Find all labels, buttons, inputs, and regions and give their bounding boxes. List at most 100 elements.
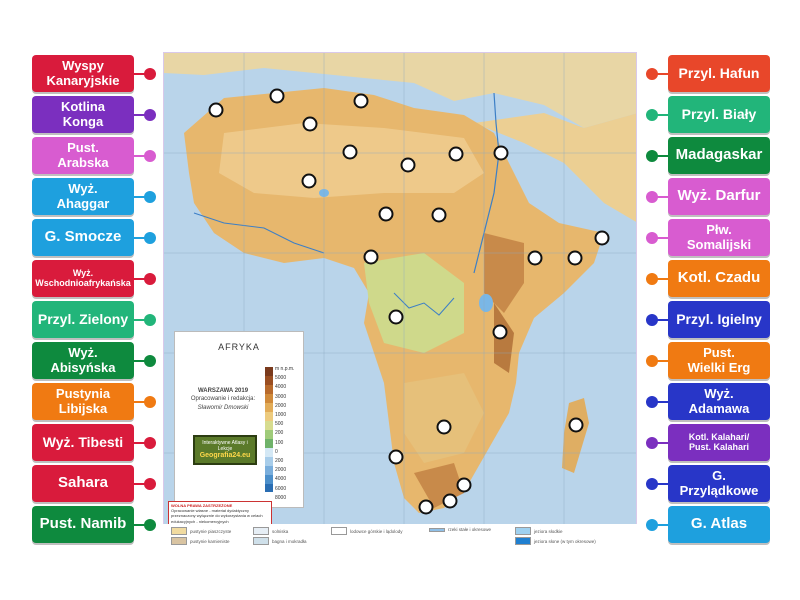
bottom-legend-item: pustynie piaszczyste (171, 527, 231, 535)
connector-dot[interactable] (646, 272, 658, 285)
connector-dot[interactable] (646, 395, 658, 408)
connector-dot[interactable] (646, 477, 658, 490)
map-drop-target[interactable] (594, 230, 610, 246)
draggable-label[interactable]: Pustynia Libijska (32, 383, 134, 420)
bottom-legend-item: bagna i mokradła (253, 537, 307, 545)
draggable-label[interactable]: G. Przylądkowe (668, 465, 770, 502)
bottom-legend-item: solniska (253, 527, 288, 535)
draggable-label[interactable]: Kotl. Czadu (668, 260, 770, 297)
bottom-legend-item: jeziora słodkie (515, 527, 563, 535)
map-drop-target[interactable] (527, 250, 543, 266)
scale-value: 1000 (275, 412, 287, 419)
connector-dot[interactable] (646, 67, 658, 80)
connector-dot[interactable] (144, 149, 156, 162)
map-drop-target[interactable] (431, 207, 447, 223)
connector-dot[interactable] (144, 354, 156, 367)
bottom-legend-label: bagna i mokradła (272, 538, 307, 544)
connector-dot[interactable] (144, 231, 156, 244)
map-drop-target[interactable] (363, 249, 379, 265)
map-drop-target[interactable] (567, 250, 583, 266)
connector-dot[interactable] (646, 436, 658, 449)
connector-line (654, 195, 668, 198)
map-drop-target[interactable] (302, 116, 318, 132)
connector-line (134, 482, 146, 485)
connector-line (134, 400, 146, 403)
map-drop-target[interactable] (492, 324, 508, 340)
scale-value: 3000 (275, 393, 287, 400)
connector-dot[interactable] (144, 477, 156, 490)
map-drop-target[interactable] (269, 88, 285, 104)
connector-line (134, 441, 146, 444)
draggable-label[interactable]: G. Smocze (32, 219, 134, 256)
draggable-label[interactable]: Przyl. Hafun (668, 55, 770, 92)
scale-value: 4000 (275, 384, 287, 391)
draggable-label[interactable]: Kotlina Konga (32, 96, 134, 133)
draggable-label[interactable]: Wyż. Darfur (668, 178, 770, 215)
connector-dot[interactable] (646, 149, 658, 162)
draggable-label[interactable]: Wyż. Tibesti (32, 424, 134, 461)
map-drop-target[interactable] (448, 146, 464, 162)
map-drop-target[interactable] (418, 499, 434, 515)
draggable-label[interactable]: Madagaskar (668, 137, 770, 174)
draggable-label[interactable]: Wyż. Wschodnioafrykańska (32, 260, 134, 297)
draggable-label[interactable]: Wyż. Abisyńska (32, 342, 134, 379)
connector-dot[interactable] (144, 272, 156, 285)
draggable-label[interactable]: Wyż. Ahaggar (32, 178, 134, 215)
label-text: Madagaskar (675, 146, 763, 164)
bottom-legend-label: pustynie piaszczyste (190, 528, 232, 534)
connector-dot[interactable] (646, 313, 658, 326)
map-frame: AFRYKA WARSZAWA 2019 Opracowanie i redak… (163, 52, 637, 547)
draggable-label[interactable]: Przyl. Igielny (668, 301, 770, 338)
connector-dot[interactable] (144, 67, 156, 80)
label-text: Wschodnioafrykańska (35, 277, 131, 288)
map-drop-target[interactable] (388, 309, 404, 325)
draggable-label[interactable]: Pust. Arabska (32, 137, 134, 174)
label-text: Pustynia (55, 386, 111, 402)
connector-line (654, 441, 668, 444)
map-drop-target[interactable] (301, 173, 317, 189)
map-drop-target[interactable] (400, 157, 416, 173)
map-drop-target[interactable] (436, 419, 452, 435)
connector-dot[interactable] (646, 190, 658, 203)
map-drop-target[interactable] (456, 477, 472, 493)
connector-dot[interactable] (646, 231, 658, 244)
map-drop-target[interactable] (208, 102, 224, 118)
bottom-legend-item: pustynie kamieniste (171, 537, 230, 545)
draggable-label[interactable]: Pust. Wielki Erg (668, 342, 770, 379)
draggable-label[interactable]: Przyl. Zielony (32, 301, 134, 338)
connector-line (134, 236, 146, 239)
legend-title: AFRYKA (218, 342, 260, 352)
map-drop-target[interactable] (442, 493, 458, 509)
scale-header: m n.p.m. (275, 366, 295, 372)
connector-dot[interactable] (646, 518, 658, 531)
draggable-label[interactable]: Płw. Somalijski (668, 219, 770, 256)
legend-city: WARSZAWA 2019 (197, 388, 249, 394)
map-drop-target[interactable] (493, 145, 509, 161)
connector-dot[interactable] (646, 354, 658, 367)
draggable-label[interactable]: Przyl. Biały (668, 96, 770, 133)
label-text: Wyż. Tibesti (42, 433, 124, 450)
scale-value: 8000 (275, 494, 287, 501)
connector-dot[interactable] (144, 190, 156, 203)
draggable-label[interactable]: Kotl. Kalahari/Pust. Kalahari (668, 424, 770, 461)
draggable-label[interactable]: Sahara (32, 465, 134, 502)
map-drop-target[interactable] (342, 144, 358, 160)
connector-dot[interactable] (646, 108, 658, 121)
draggable-label[interactable]: Wyż. Adamawa (668, 383, 770, 420)
map-drop-target[interactable] (353, 93, 369, 109)
draggable-label[interactable]: Pust. Namib (32, 506, 134, 543)
connector-dot[interactable] (144, 395, 156, 408)
connector-dot[interactable] (144, 436, 156, 449)
connector-dot[interactable] (144, 108, 156, 121)
draggable-label[interactable]: G. Atlas (668, 506, 770, 543)
connector-line (654, 72, 668, 75)
connector-dot[interactable] (144, 518, 156, 531)
scale-value: 4000 (275, 476, 287, 483)
connector-line (654, 154, 668, 157)
legend-credit-2: Sławomir Dmowski (197, 404, 249, 411)
connector-dot[interactable] (144, 313, 156, 326)
map-drop-target[interactable] (378, 206, 394, 222)
draggable-label[interactable]: Wyspy Kanaryjskie (32, 55, 134, 92)
map-drop-target[interactable] (568, 417, 584, 433)
map-drop-target[interactable] (388, 449, 404, 465)
